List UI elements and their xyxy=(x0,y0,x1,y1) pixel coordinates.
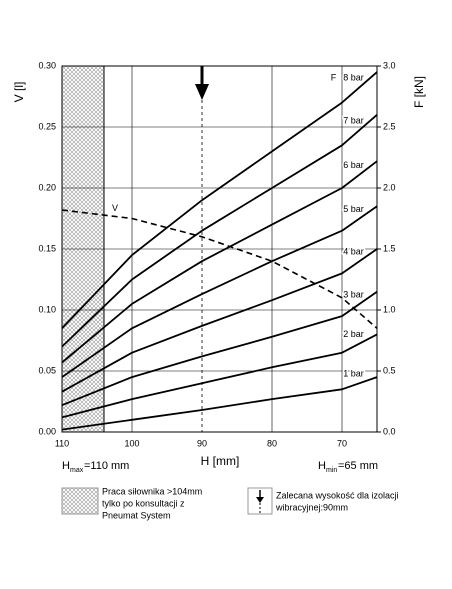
legend-text: Pneumat System xyxy=(102,510,171,520)
legend-hatch xyxy=(61,487,99,515)
series-line xyxy=(61,205,378,378)
hmax-sub: max xyxy=(70,467,84,474)
series-label: V xyxy=(112,203,118,213)
y2-tick-label: 3.0 xyxy=(383,60,396,70)
series-line xyxy=(61,290,378,407)
y2-axis-label: F [kN] xyxy=(412,76,426,108)
y-tick-label: 0.05 xyxy=(38,365,56,375)
hmax-text: =110 mm xyxy=(84,460,129,472)
y-axis-label: V [l] xyxy=(12,82,26,103)
hmin-sub: min xyxy=(326,467,337,474)
hmax-label: H max =110 mm xyxy=(62,460,129,474)
series-label: 8 bar xyxy=(343,73,364,83)
x-tick-label: 80 xyxy=(267,438,277,448)
series-label: 3 bar xyxy=(343,289,364,299)
y2-tick-label: 2.5 xyxy=(383,121,396,131)
y-tick-label: 0.20 xyxy=(38,182,56,192)
series-line xyxy=(61,114,378,348)
legend-text: tylko po konsultacji z xyxy=(102,498,185,508)
series-label: 5 bar xyxy=(343,204,364,214)
series-line xyxy=(61,376,378,431)
x-tick-label: 70 xyxy=(337,438,347,448)
legend-text: Praca siłownika >104mm xyxy=(102,486,202,496)
x-tick-label: 90 xyxy=(197,438,207,448)
series-line xyxy=(61,209,378,329)
hmin-symbol: H xyxy=(318,460,326,472)
y2-tick-label: 1.5 xyxy=(383,243,396,253)
hmax-symbol: H xyxy=(62,460,70,472)
y2-tick-label: 1.0 xyxy=(383,304,396,314)
y2-tick-label: 0.5 xyxy=(383,365,396,375)
y-tick-label: 0.30 xyxy=(38,60,56,70)
series-line xyxy=(61,71,378,329)
hmin-text: =65 mm xyxy=(338,460,378,472)
legend-text: Zalecana wysokość dla izolacji xyxy=(276,490,399,500)
series-label: 7 bar xyxy=(343,115,364,125)
legend-text: wibracyjnej:90mm xyxy=(275,502,348,512)
hmin-label: H min =65 mm xyxy=(318,460,378,474)
series-line xyxy=(61,248,378,393)
x-axis-label: H [mm] xyxy=(201,454,240,468)
series-label: 2 bar xyxy=(343,329,364,339)
series-label: 1 bar xyxy=(343,369,364,379)
y-tick-label: 0.00 xyxy=(38,426,56,436)
x-tick-label: 100 xyxy=(124,438,139,448)
x-tick-label: 110 xyxy=(55,438,69,448)
y2-tick-label: 0.0 xyxy=(383,426,396,436)
series-label: 4 bar xyxy=(343,247,364,257)
series-label: 6 bar xyxy=(343,160,364,170)
series-line xyxy=(61,160,378,364)
y-tick-label: 0.15 xyxy=(38,243,56,253)
y2-tick-label: 2.0 xyxy=(383,182,396,192)
f-label: F xyxy=(331,73,337,83)
recommended-arrow-head xyxy=(195,84,209,100)
y-tick-label: 0.10 xyxy=(38,304,56,314)
legend-arrow-head xyxy=(256,497,264,503)
y-tick-label: 0.25 xyxy=(38,121,56,131)
series-line xyxy=(61,333,378,419)
